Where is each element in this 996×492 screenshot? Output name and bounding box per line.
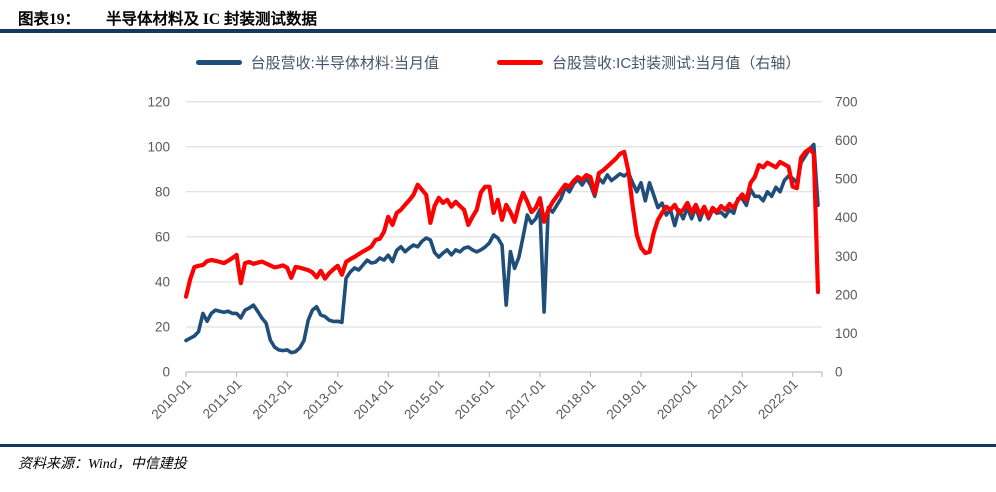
footer-divider-rule [0, 444, 996, 447]
red-line-swatch-icon [497, 60, 543, 65]
source-note: 资料来源：Wind，中信建投 [18, 457, 187, 472]
x-tick-labels: 2010-01 2011-01 2012-01 2013-01 2014-01 2015-… [148, 377, 800, 423]
svg-text:2021-01: 2021-01 [705, 377, 751, 423]
gridlines [186, 101, 822, 328]
chart-title-text: 半导体材料及 IC 封装测试数据 [106, 11, 317, 28]
svg-text:2018-01: 2018-01 [553, 377, 599, 423]
svg-text:400: 400 [835, 210, 858, 225]
svg-text:120: 120 [147, 94, 170, 109]
header-divider-rule [0, 29, 996, 33]
svg-text:0: 0 [835, 365, 843, 380]
chart-title: 图表19： 半导体材料及 IC 封装测试数据 [18, 7, 317, 29]
svg-text:200: 200 [835, 287, 858, 302]
svg-text:2016-01: 2016-01 [452, 377, 498, 423]
svg-text:2020-01: 2020-01 [654, 377, 700, 423]
svg-text:40: 40 [155, 275, 170, 290]
svg-text:2017-01: 2017-01 [502, 377, 548, 423]
svg-text:80: 80 [155, 185, 170, 200]
svg-text:100: 100 [147, 139, 170, 154]
svg-text:0: 0 [162, 365, 170, 380]
x-axis [185, 371, 823, 377]
svg-text:700: 700 [835, 94, 858, 109]
svg-text:2013-01: 2013-01 [300, 377, 346, 423]
svg-text:2014-01: 2014-01 [351, 377, 397, 423]
svg-text:2010-01: 2010-01 [148, 377, 194, 423]
y-left-tick-labels: 0 20 40 60 80 100 120 [147, 94, 170, 379]
svg-text:600: 600 [835, 133, 858, 148]
legend-label: 台股营收:半导体材料:当月值 [250, 55, 439, 72]
svg-text:2015-01: 2015-01 [401, 377, 447, 423]
svg-text:2019-01: 2019-01 [604, 377, 650, 423]
svg-text:60: 60 [155, 230, 170, 245]
svg-text:2011-01: 2011-01 [200, 377, 245, 422]
blue-line-swatch-icon [195, 60, 242, 65]
chart-number-label: 图表19： [18, 11, 81, 28]
legend-item-semiconductor-materials: 台股营收:半导体材料:当月值 [195, 52, 439, 73]
svg-text:2012-01: 2012-01 [250, 377, 296, 423]
svg-text:2022-01: 2022-01 [755, 377, 801, 423]
chart-legend: 台股营收:半导体材料:当月值 台股营收:IC封装测试:当月值（右轴） [0, 52, 996, 73]
y-right-tick-labels: 0 100 200 300 400 500 600 700 [835, 94, 858, 379]
svg-text:100: 100 [835, 326, 858, 341]
svg-text:300: 300 [835, 249, 858, 264]
svg-text:500: 500 [835, 172, 858, 187]
legend-label: 台股营收:IC封装测试:当月值（右轴） [552, 55, 801, 72]
legend-item-ic-packaging-test: 台股营收:IC封装测试:当月值（右轴） [497, 52, 800, 73]
svg-text:20: 20 [155, 320, 170, 335]
series-line-semiconductor-materials [184, 142, 820, 355]
series-line-ic-packaging-test [183, 146, 821, 299]
